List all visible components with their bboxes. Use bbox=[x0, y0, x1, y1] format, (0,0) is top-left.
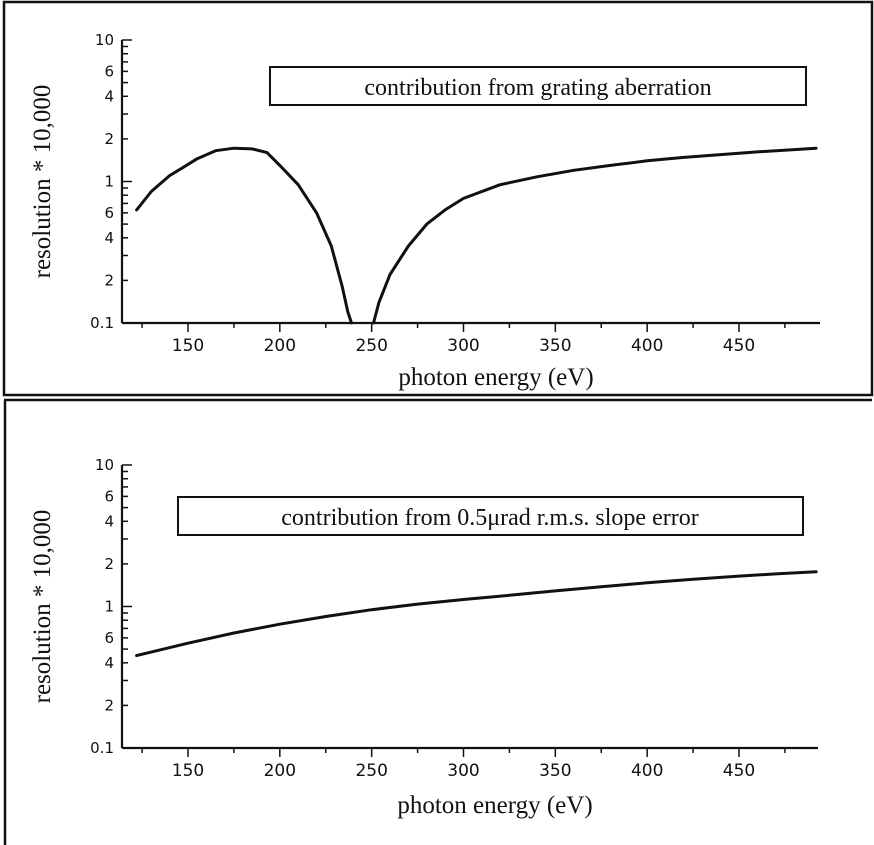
x-tick-label: 150 bbox=[172, 761, 204, 781]
y-tick-label: 0.1 bbox=[90, 739, 114, 757]
x-tick-label: 200 bbox=[264, 336, 296, 356]
grating-aberration-panel: 10 6 4 2 1 6 4 2 0.1 150 200 250 300 350 400 450 photon … bbox=[29, 31, 820, 391]
y-tick-label: 4 bbox=[104, 512, 114, 530]
y-tick-label: 4 bbox=[104, 229, 114, 247]
y-tick-label: 2 bbox=[104, 696, 114, 714]
x-tick-label: 200 bbox=[264, 761, 296, 781]
series-line-segment bbox=[372, 146, 818, 325]
x-axis-title: photon energy (eV) bbox=[397, 792, 592, 819]
x-tick-label: 400 bbox=[631, 336, 663, 356]
annotation-text: contribution from 0.5μrad r.m.s. slope e… bbox=[281, 505, 698, 531]
x-tick-label: 250 bbox=[355, 761, 387, 781]
y-tick-label: 1 bbox=[104, 173, 114, 191]
annotation-box bbox=[269, 66, 807, 106]
series-line-segment bbox=[135, 570, 818, 658]
y-tick-label: 2 bbox=[104, 555, 114, 573]
x-tick-label: 250 bbox=[355, 336, 387, 356]
y-tick-label: 10 bbox=[95, 31, 114, 49]
x-tick-label: 450 bbox=[723, 336, 755, 356]
y-tick-label: 6 bbox=[104, 204, 114, 222]
x-tick-label: 350 bbox=[539, 336, 571, 356]
x-tick-label: 300 bbox=[447, 336, 479, 356]
annotation-box bbox=[177, 496, 804, 536]
x-tick-label: 350 bbox=[539, 761, 571, 781]
y-axis-title: resolution * 10,000 bbox=[29, 510, 56, 704]
y-tick-label: 6 bbox=[104, 62, 114, 80]
x-tick-label: 150 bbox=[172, 336, 204, 356]
x-tick-label: 400 bbox=[631, 761, 663, 781]
y-axis-title: resolution * 10,000 bbox=[29, 85, 56, 279]
top-panel-frame bbox=[2, 0, 874, 397]
y-tick-label: 6 bbox=[104, 487, 114, 505]
y-tick-label: 6 bbox=[104, 629, 114, 647]
x-tick-label: 450 bbox=[723, 761, 755, 781]
series-line-segment bbox=[135, 146, 353, 325]
x-axis-title: photon energy (eV) bbox=[398, 364, 593, 391]
annotation-text: contribution from grating aberration bbox=[364, 75, 711, 101]
y-tick-label: 2 bbox=[104, 130, 114, 148]
y-tick-label: 10 bbox=[95, 456, 114, 474]
slope-error-panel: 10 6 4 2 1 6 4 2 0.1 150 200 250 300 350 400 450 photon … bbox=[29, 456, 818, 819]
y-tick-label: 1 bbox=[104, 598, 114, 616]
y-tick-label: 0.1 bbox=[90, 314, 114, 332]
y-tick-label: 4 bbox=[104, 654, 114, 672]
y-tick-label: 4 bbox=[104, 87, 114, 105]
y-tick-label: 2 bbox=[104, 271, 114, 289]
x-tick-label: 300 bbox=[447, 761, 479, 781]
